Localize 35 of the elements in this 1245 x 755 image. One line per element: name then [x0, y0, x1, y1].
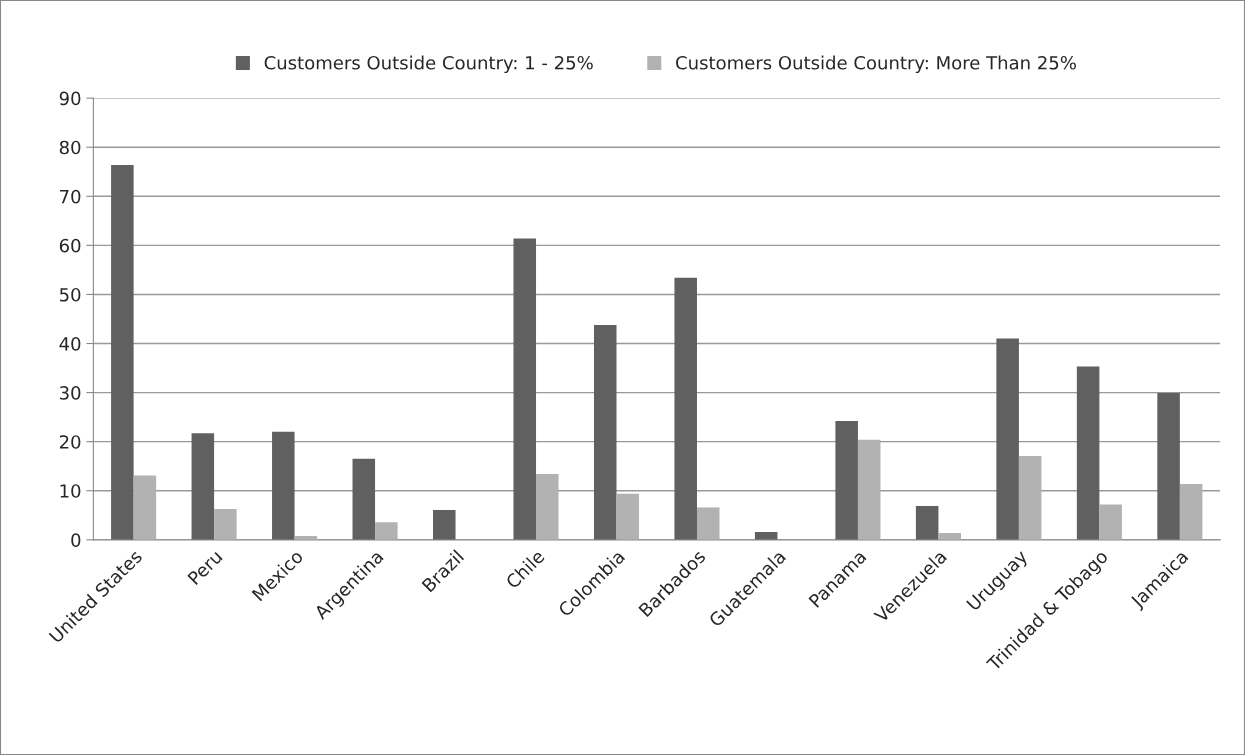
y-tick-label: 40 [59, 336, 81, 351]
bar [352, 458, 376, 540]
bar [214, 508, 237, 540]
bar [1157, 393, 1180, 540]
bar [133, 475, 157, 540]
bar [996, 338, 1019, 540]
bar [375, 522, 398, 540]
bar [513, 238, 537, 540]
bar [674, 277, 697, 540]
bar [1076, 366, 1100, 540]
bar [857, 439, 881, 540]
bar [536, 474, 559, 540]
bar [1018, 455, 1042, 540]
y-tick-label: 10 [60, 484, 81, 498]
bar [433, 509, 456, 540]
bar [111, 164, 134, 540]
bar [915, 505, 939, 540]
bar [696, 507, 720, 540]
y-tick-label: 60 [59, 238, 81, 253]
bar [835, 421, 858, 540]
legend-label: Customers Outside Country: More Than 25% [676, 55, 1076, 74]
y-tick-label: 80 [59, 140, 81, 155]
bar [593, 324, 617, 540]
bar [191, 433, 215, 540]
y-tick-label: 30 [59, 386, 81, 400]
y-tick-label: 20 [59, 435, 81, 449]
y-tick-label: 50 [59, 287, 81, 302]
y-tick-label: 0 [71, 533, 81, 547]
y-tick-label: 70 [60, 189, 81, 204]
bar [1179, 483, 1203, 540]
y-tick-label: 90 [59, 91, 81, 106]
legend-label: Customers Outside Country: 1 - 25% [264, 55, 593, 74]
bar [272, 431, 295, 540]
bar [616, 493, 640, 540]
bar [1099, 504, 1122, 540]
